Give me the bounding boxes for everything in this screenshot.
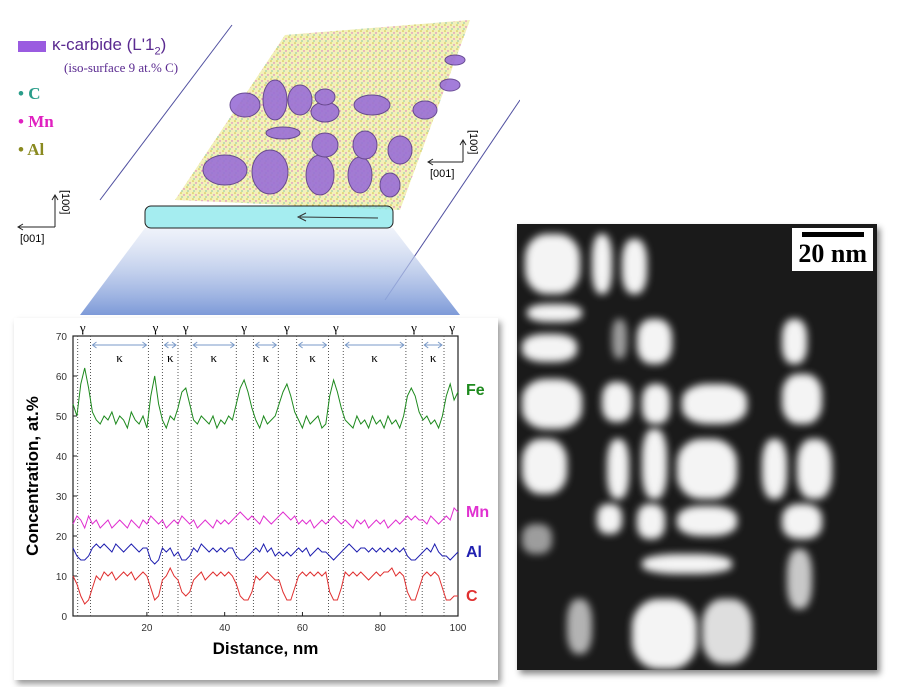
series-line-c — [72, 566, 458, 605]
kappa-label: κ — [309, 350, 316, 365]
kappa-label: κ — [167, 350, 174, 365]
series-label-al: Al — [466, 544, 482, 561]
projection-fan — [80, 228, 460, 315]
gamma-label: γ — [240, 320, 247, 335]
series-label-mn: Mn — [466, 504, 489, 521]
kappa-label: κ — [371, 350, 378, 365]
axis-label-100-right: [100] — [467, 130, 479, 154]
y-tick-label: 0 — [61, 612, 67, 623]
series-line-al — [72, 542, 459, 565]
gamma-label: γ — [410, 320, 417, 335]
gamma-label: γ — [79, 320, 86, 335]
y-tick-label: 30 — [56, 492, 68, 503]
gamma-label: γ — [152, 320, 159, 335]
kappa-arrowheads — [192, 341, 236, 349]
series-line-fe — [72, 367, 459, 430]
kappa-label: κ — [116, 350, 123, 365]
apt-legend: κ-carbide (L'12) (iso-surface 9 at.% C) … — [18, 35, 178, 160]
x-tick-label: 20 — [141, 623, 153, 634]
axis-label-001-right: [001] — [430, 168, 454, 180]
x-tick-label: 40 — [219, 623, 231, 634]
y-tick-label: 40 — [56, 452, 68, 463]
y-tick-label: 70 — [56, 332, 68, 343]
y-tick-label: 50 — [56, 412, 68, 423]
x-tick-label: 100 — [450, 623, 467, 634]
series-line-mn — [72, 507, 459, 530]
scale-bar-line — [801, 232, 864, 237]
kappa-arrowheads — [423, 341, 443, 349]
tem-image: 20 nm — [517, 224, 877, 670]
gamma-label: γ — [448, 320, 455, 335]
scale-bar-label: 20 nm — [798, 239, 867, 268]
y-tick-label: 20 — [56, 532, 68, 543]
concentration-profile-panel: 0 10 20 30 40 50 60 70 20 40 60 80 100 Distance, nm Co… — [14, 318, 498, 680]
kappa-arrowheads — [91, 341, 148, 349]
x-tick-label: 60 — [297, 623, 309, 634]
gamma-label: γ — [283, 320, 290, 335]
x-axis-label: Distance, nm — [213, 639, 319, 658]
concentration-chart: 0 10 20 30 40 50 60 70 20 40 60 80 100 Distance, nm Co… — [23, 320, 489, 658]
axis-label-100-left: [100] — [59, 190, 71, 214]
kappa-carbide-label: κ-carbide (L'12) — [52, 35, 167, 58]
kappa-arrowheads — [254, 341, 278, 349]
kappa-label: κ — [430, 350, 437, 365]
kappa-label: κ — [263, 350, 270, 365]
apt-reconstruction: [100] [001] [100] [001] — [17, 20, 520, 315]
axis-label-001-left: [001] — [20, 233, 44, 245]
gamma-label: γ — [332, 320, 339, 335]
y-axis-label: Concentration, at.% — [23, 396, 42, 556]
iso-surface-label: (iso-surface 9 at.% C) — [64, 60, 179, 76]
y-tick-label: 10 — [56, 572, 68, 583]
legend-item-c: • C — [18, 84, 41, 104]
gamma-label: γ — [182, 320, 189, 335]
kappa-arrowheads — [344, 341, 405, 349]
kappa-arrowheads — [297, 341, 328, 349]
scale-bar: 20 nm — [792, 228, 873, 271]
series-label-fe: Fe — [466, 382, 485, 399]
analysis-cylinder — [144, 205, 394, 229]
y-tick-label: 60 — [56, 372, 68, 383]
kappa-label: κ — [210, 350, 217, 365]
series-label-c: C — [466, 588, 478, 605]
kappa-carbide-swatch — [18, 40, 46, 52]
axes-indicator-right — [427, 139, 467, 166]
legend-item-al: • Al — [18, 140, 45, 160]
profile-direction-arrow — [299, 216, 379, 219]
plot-frame — [72, 335, 459, 617]
box-edge-left — [99, 24, 233, 201]
x-tick-label: 80 — [375, 623, 387, 634]
legend-item-mn: • Mn — [18, 112, 54, 132]
kappa-carbide-isosurfaces — [202, 54, 466, 198]
axes-indicator-left — [17, 194, 59, 231]
kappa-arrowheads — [163, 341, 177, 349]
